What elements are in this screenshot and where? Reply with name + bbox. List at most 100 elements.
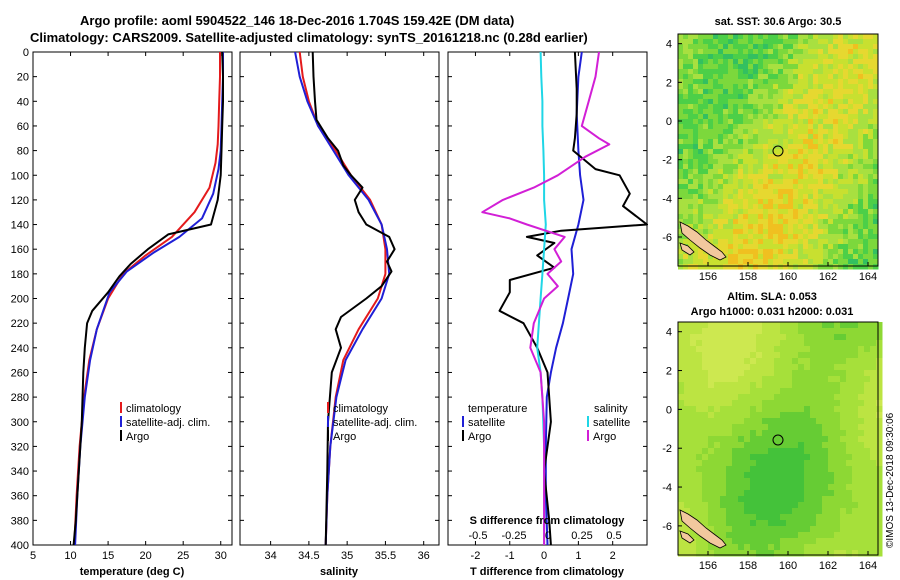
map-cell <box>833 49 839 55</box>
map-cell <box>758 84 764 90</box>
map-cell <box>678 129 684 135</box>
map-cell <box>798 466 805 473</box>
map-cell <box>690 400 697 407</box>
map-cell <box>808 94 814 100</box>
map-cell <box>858 526 865 533</box>
map-cell <box>773 244 779 250</box>
map-cell <box>846 466 853 473</box>
map-cell <box>780 526 787 533</box>
map-cell <box>708 194 714 200</box>
map-cell <box>714 514 721 521</box>
map-cell <box>870 418 877 425</box>
map-cell <box>720 472 727 479</box>
map-cell <box>843 129 849 135</box>
map-cell <box>788 214 794 220</box>
map-cell <box>870 406 877 413</box>
map-cell <box>870 502 877 509</box>
map-cell <box>714 322 721 329</box>
map-cell <box>714 544 721 551</box>
map-cell <box>748 174 754 180</box>
map-cell <box>678 99 684 105</box>
map-cell <box>693 189 699 195</box>
map-cell <box>744 340 751 347</box>
map-cell <box>828 89 834 95</box>
map-cell <box>833 74 839 80</box>
map-cell <box>870 340 877 347</box>
map-cell <box>750 496 757 503</box>
map-cell <box>828 259 834 265</box>
map-cell <box>688 224 694 230</box>
map-cell <box>858 169 864 175</box>
map-cell <box>708 164 714 170</box>
map-cell <box>693 249 699 255</box>
map-cell <box>728 74 734 80</box>
map-cell <box>768 59 774 65</box>
map-cell <box>690 340 697 347</box>
map-cell <box>838 159 844 165</box>
map-cell <box>778 184 784 190</box>
map-cell <box>833 264 839 270</box>
map-cell <box>798 154 804 160</box>
map-cell <box>762 550 769 557</box>
map-cell <box>748 199 754 205</box>
map-cell <box>738 259 744 265</box>
map-cell <box>846 388 853 395</box>
map-cell <box>873 159 879 165</box>
map-cell <box>808 34 814 40</box>
map-cell <box>778 124 784 130</box>
map-cell <box>714 418 721 425</box>
map-cell <box>713 159 719 165</box>
map-cell <box>702 406 709 413</box>
map-cell <box>762 454 769 461</box>
s-diff-tick: 0 <box>545 530 551 542</box>
map-cell <box>813 124 819 130</box>
map-cell <box>873 44 879 50</box>
map-cell <box>678 79 684 85</box>
map-cell <box>728 199 734 205</box>
map-cell <box>778 169 784 175</box>
map-cell <box>840 406 847 413</box>
map-cell <box>828 104 834 110</box>
map-cell <box>858 460 865 467</box>
map-cell <box>833 229 839 235</box>
map-cell <box>693 89 699 95</box>
map-cell <box>778 234 784 240</box>
map-cell <box>783 209 789 215</box>
map-cell <box>834 538 841 545</box>
map-cell <box>793 204 799 210</box>
map-cell <box>803 79 809 85</box>
map-cell <box>758 109 764 115</box>
map-cell <box>818 189 824 195</box>
map-cell <box>690 430 697 437</box>
map-cell <box>762 412 769 419</box>
map-cell <box>683 124 689 130</box>
map-cell <box>696 352 703 359</box>
map-cell <box>823 74 829 80</box>
map-cell <box>733 99 739 105</box>
map-lat-label: 0 <box>666 116 672 128</box>
map-cell <box>743 74 749 80</box>
map-cell <box>780 376 787 383</box>
map-cell <box>748 64 754 70</box>
map-cell <box>774 394 781 401</box>
map-cell <box>702 538 709 545</box>
map-cell <box>863 89 869 95</box>
map-cell <box>773 89 779 95</box>
map-cell <box>698 54 704 60</box>
map-cell <box>684 472 691 479</box>
map-cell <box>718 124 724 130</box>
map-cell <box>778 224 784 230</box>
map-cell <box>813 234 819 240</box>
map-cell <box>708 358 715 365</box>
map-cell <box>756 490 763 497</box>
map-cell <box>863 39 869 45</box>
map-cell <box>822 466 829 473</box>
map-cell <box>838 179 844 185</box>
map-cell <box>863 124 869 130</box>
map-cell <box>708 352 715 359</box>
map-cell <box>684 334 691 341</box>
map-cell <box>852 496 859 503</box>
map-cell <box>684 364 691 371</box>
map-cell <box>813 204 819 210</box>
map-cell <box>858 239 864 245</box>
